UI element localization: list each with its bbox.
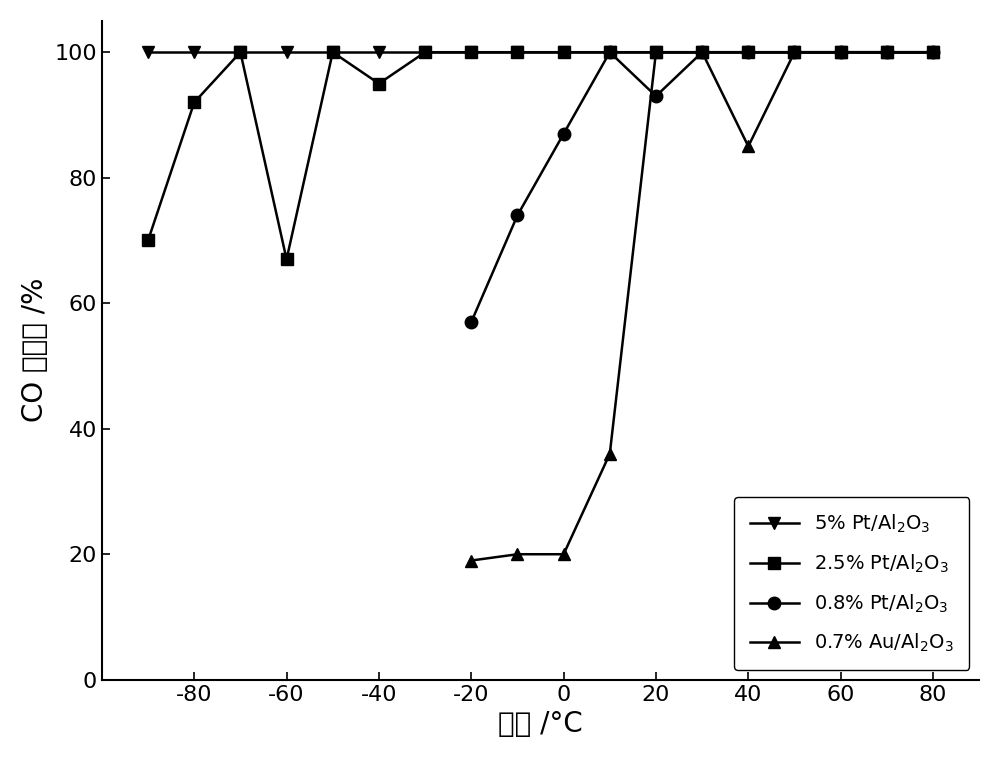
0.8% Pt/Al$_2$O$_3$ — [927, 48, 939, 57]
5% Pt/Al$_2$O$_3$ — [281, 48, 293, 57]
2.5% Pt/Al$_2$O$_3$ — [142, 236, 154, 245]
5% Pt/Al$_2$O$_3$ — [234, 48, 246, 57]
Line: 2.5% Pt/Al$_2$O$_3$: 2.5% Pt/Al$_2$O$_3$ — [142, 46, 939, 266]
Line: 0.8% Pt/Al$_2$O$_3$: 0.8% Pt/Al$_2$O$_3$ — [465, 46, 939, 329]
2.5% Pt/Al$_2$O$_3$ — [558, 48, 570, 57]
5% Pt/Al$_2$O$_3$ — [419, 48, 431, 57]
5% Pt/Al$_2$O$_3$ — [142, 48, 154, 57]
0.8% Pt/Al$_2$O$_3$ — [742, 48, 754, 57]
5% Pt/Al$_2$O$_3$ — [788, 48, 800, 57]
0.8% Pt/Al$_2$O$_3$ — [788, 48, 800, 57]
2.5% Pt/Al$_2$O$_3$ — [927, 48, 939, 57]
0.8% Pt/Al$_2$O$_3$ — [465, 317, 477, 326]
2.5% Pt/Al$_2$O$_3$ — [327, 48, 339, 57]
0.8% Pt/Al$_2$O$_3$ — [604, 48, 616, 57]
0.7% Au/Al$_2$O$_3$ — [511, 550, 523, 559]
2.5% Pt/Al$_2$O$_3$ — [835, 48, 847, 57]
5% Pt/Al$_2$O$_3$ — [558, 48, 570, 57]
Legend: 5% Pt/Al$_2$O$_3$, 2.5% Pt/Al$_2$O$_3$, 0.8% Pt/Al$_2$O$_3$, 0.7% Au/Al$_2$O$_3$: 5% Pt/Al$_2$O$_3$, 2.5% Pt/Al$_2$O$_3$, … — [734, 497, 969, 670]
2.5% Pt/Al$_2$O$_3$ — [373, 79, 385, 88]
2.5% Pt/Al$_2$O$_3$ — [465, 48, 477, 57]
Line: 5% Pt/Al$_2$O$_3$: 5% Pt/Al$_2$O$_3$ — [142, 46, 939, 58]
0.7% Au/Al$_2$O$_3$ — [650, 48, 662, 57]
2.5% Pt/Al$_2$O$_3$ — [788, 48, 800, 57]
2.5% Pt/Al$_2$O$_3$ — [419, 48, 431, 57]
5% Pt/Al$_2$O$_3$ — [835, 48, 847, 57]
5% Pt/Al$_2$O$_3$ — [927, 48, 939, 57]
2.5% Pt/Al$_2$O$_3$ — [742, 48, 754, 57]
X-axis label: 温度 /°C: 温度 /°C — [498, 710, 583, 739]
5% Pt/Al$_2$O$_3$ — [604, 48, 616, 57]
0.7% Au/Al$_2$O$_3$ — [696, 48, 708, 57]
0.7% Au/Al$_2$O$_3$ — [558, 550, 570, 559]
0.7% Au/Al$_2$O$_3$ — [465, 556, 477, 565]
0.7% Au/Al$_2$O$_3$ — [788, 48, 800, 57]
5% Pt/Al$_2$O$_3$ — [650, 48, 662, 57]
0.8% Pt/Al$_2$O$_3$ — [696, 48, 708, 57]
5% Pt/Al$_2$O$_3$ — [742, 48, 754, 57]
5% Pt/Al$_2$O$_3$ — [696, 48, 708, 57]
0.8% Pt/Al$_2$O$_3$ — [511, 211, 523, 220]
5% Pt/Al$_2$O$_3$ — [511, 48, 523, 57]
5% Pt/Al$_2$O$_3$ — [465, 48, 477, 57]
5% Pt/Al$_2$O$_3$ — [188, 48, 200, 57]
5% Pt/Al$_2$O$_3$ — [881, 48, 893, 57]
2.5% Pt/Al$_2$O$_3$ — [650, 48, 662, 57]
5% Pt/Al$_2$O$_3$ — [327, 48, 339, 57]
Line: 0.7% Au/Al$_2$O$_3$: 0.7% Au/Al$_2$O$_3$ — [465, 46, 939, 567]
0.7% Au/Al$_2$O$_3$ — [604, 449, 616, 458]
0.7% Au/Al$_2$O$_3$ — [927, 48, 939, 57]
0.7% Au/Al$_2$O$_3$ — [881, 48, 893, 57]
5% Pt/Al$_2$O$_3$ — [373, 48, 385, 57]
2.5% Pt/Al$_2$O$_3$ — [696, 48, 708, 57]
0.8% Pt/Al$_2$O$_3$ — [835, 48, 847, 57]
2.5% Pt/Al$_2$O$_3$ — [604, 48, 616, 57]
2.5% Pt/Al$_2$O$_3$ — [281, 255, 293, 264]
2.5% Pt/Al$_2$O$_3$ — [234, 48, 246, 57]
2.5% Pt/Al$_2$O$_3$ — [511, 48, 523, 57]
0.7% Au/Al$_2$O$_3$ — [835, 48, 847, 57]
0.8% Pt/Al$_2$O$_3$ — [558, 129, 570, 138]
0.8% Pt/Al$_2$O$_3$ — [650, 92, 662, 101]
Y-axis label: CO 转化率 /%: CO 转化率 /% — [21, 278, 49, 423]
0.8% Pt/Al$_2$O$_3$ — [881, 48, 893, 57]
0.7% Au/Al$_2$O$_3$ — [742, 142, 754, 151]
2.5% Pt/Al$_2$O$_3$ — [881, 48, 893, 57]
2.5% Pt/Al$_2$O$_3$ — [188, 98, 200, 107]
